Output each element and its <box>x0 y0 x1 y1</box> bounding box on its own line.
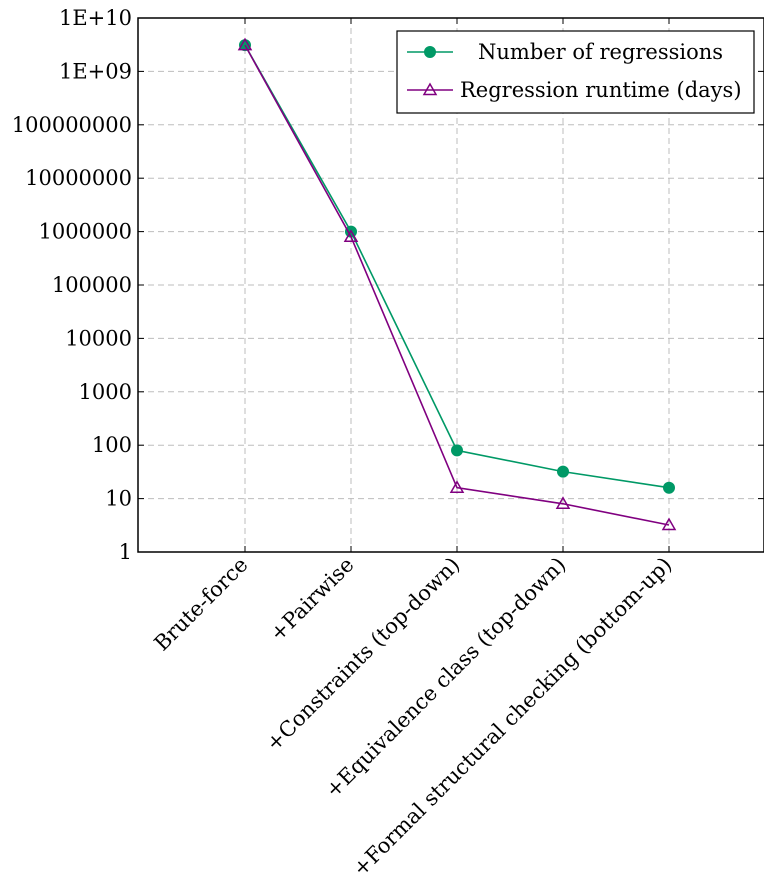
data-point <box>451 444 463 457</box>
legend-marker <box>424 46 436 58</box>
legend-entry: Regression runtime (days) <box>407 78 742 102</box>
data-point <box>555 496 571 510</box>
y-tick-label: 1000 <box>79 380 132 404</box>
data-point <box>449 480 465 493</box>
y-tick-label: 10000 <box>65 326 132 350</box>
y-tick-label: 1E+10 <box>59 6 132 30</box>
series-line <box>244 44 670 526</box>
y-tick-label: 1 <box>119 540 132 564</box>
x-tick-label: Brute-force <box>150 553 253 656</box>
y-tick-label: 100000 <box>52 273 132 297</box>
y-tick-label: 10000000 <box>25 166 132 190</box>
y-tick-label: 100 <box>92 433 132 457</box>
legend-label: Regression runtime (days) <box>460 78 742 102</box>
data-point <box>557 465 569 478</box>
data-point <box>343 229 359 243</box>
x-tick-label: +Pairwise <box>265 553 358 646</box>
x-tick-label: +Constraints (top-down) <box>261 553 464 756</box>
data-point <box>237 37 253 51</box>
y-axis: 1 10 100 1000 10000 100000 1000000 10000000 1000… <box>12 6 764 564</box>
x-axis: Brute-force +Pairwise+Constraints (top-do… <box>150 18 677 875</box>
y-tick-label: 1000000 <box>38 220 132 244</box>
series-2 <box>237 37 677 531</box>
legend-marker <box>422 82 438 96</box>
data-point <box>661 517 677 531</box>
legend-entry: Number of regressions <box>407 40 723 64</box>
series-layer <box>237 37 677 531</box>
y-tick-label: 10 <box>105 487 132 511</box>
legend: Number of regressions Regression runtime … <box>396 30 755 114</box>
y-tick-label: 1E+09 <box>59 59 132 83</box>
legend-box <box>396 30 755 114</box>
legend-label: Number of regressions <box>478 40 723 64</box>
y-tick-label: 100000000 <box>12 113 132 137</box>
plot-frame <box>137 17 764 553</box>
x-tick-label: +Equivalence class (top-down) <box>321 553 571 803</box>
data-point <box>663 481 675 494</box>
